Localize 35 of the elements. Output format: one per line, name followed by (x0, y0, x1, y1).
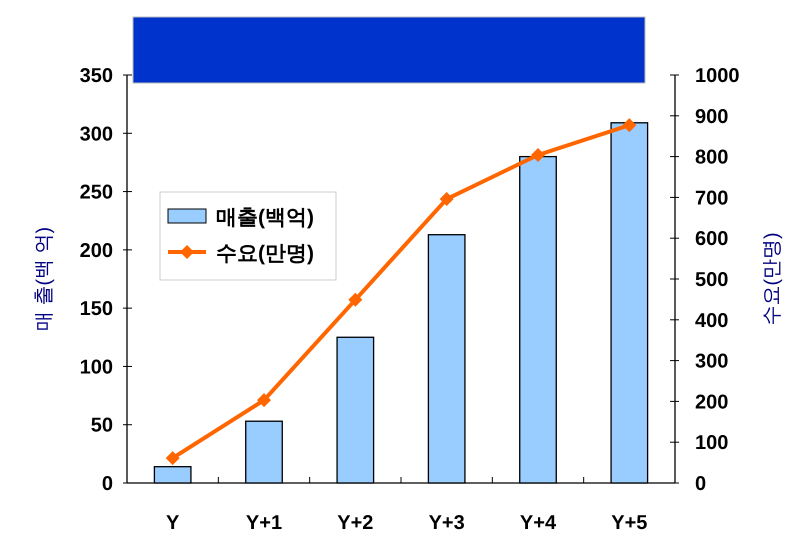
x-tick-label: Y+2 (337, 512, 374, 534)
x-tick-label: Y (166, 512, 180, 534)
y-tick-label: 350 (80, 65, 113, 87)
y-tick-label: 200 (80, 240, 113, 262)
y2-tick-label: 600 (695, 228, 728, 250)
y2-tick-label: 0 (695, 473, 706, 495)
y2-tick-label: 500 (695, 269, 728, 291)
y-tick-label: 50 (90, 414, 113, 437)
legend-label: 수요(만명) (216, 242, 314, 265)
x-tick-label: Y+1 (246, 512, 282, 534)
y-tick-label: 300 (80, 123, 113, 146)
point (166, 451, 180, 466)
y2-tick-label: 300 (695, 350, 728, 373)
y2-tick-label: 400 (695, 310, 728, 332)
y-tick-label: 250 (80, 182, 113, 204)
y2-tick-label: 1000 (695, 65, 740, 87)
point (257, 393, 271, 408)
point (348, 292, 362, 307)
y2-tick-label: 800 (695, 146, 728, 169)
y2-axis-title: 수요(만명) (761, 232, 783, 326)
point (440, 192, 454, 206)
y-tick-label: 0 (102, 473, 113, 495)
point (531, 148, 545, 162)
y-tick-label: 100 (80, 356, 113, 378)
y2-tick-label: 100 (695, 432, 728, 454)
y-axis-title: 매 출(백 억) (33, 226, 55, 332)
y2-tick-label: 900 (695, 106, 728, 128)
y-tick-label: 150 (80, 298, 113, 320)
point (622, 118, 636, 132)
x-tick-label: Y+3 (428, 512, 465, 534)
y2-tick-label: 700 (695, 187, 728, 210)
y2-tick-label: 200 (695, 391, 728, 414)
x-tick-label: Y+4 (520, 512, 557, 534)
legend-label: 매출(백억) (216, 206, 314, 229)
x-tick-label: Y+5 (611, 512, 648, 534)
